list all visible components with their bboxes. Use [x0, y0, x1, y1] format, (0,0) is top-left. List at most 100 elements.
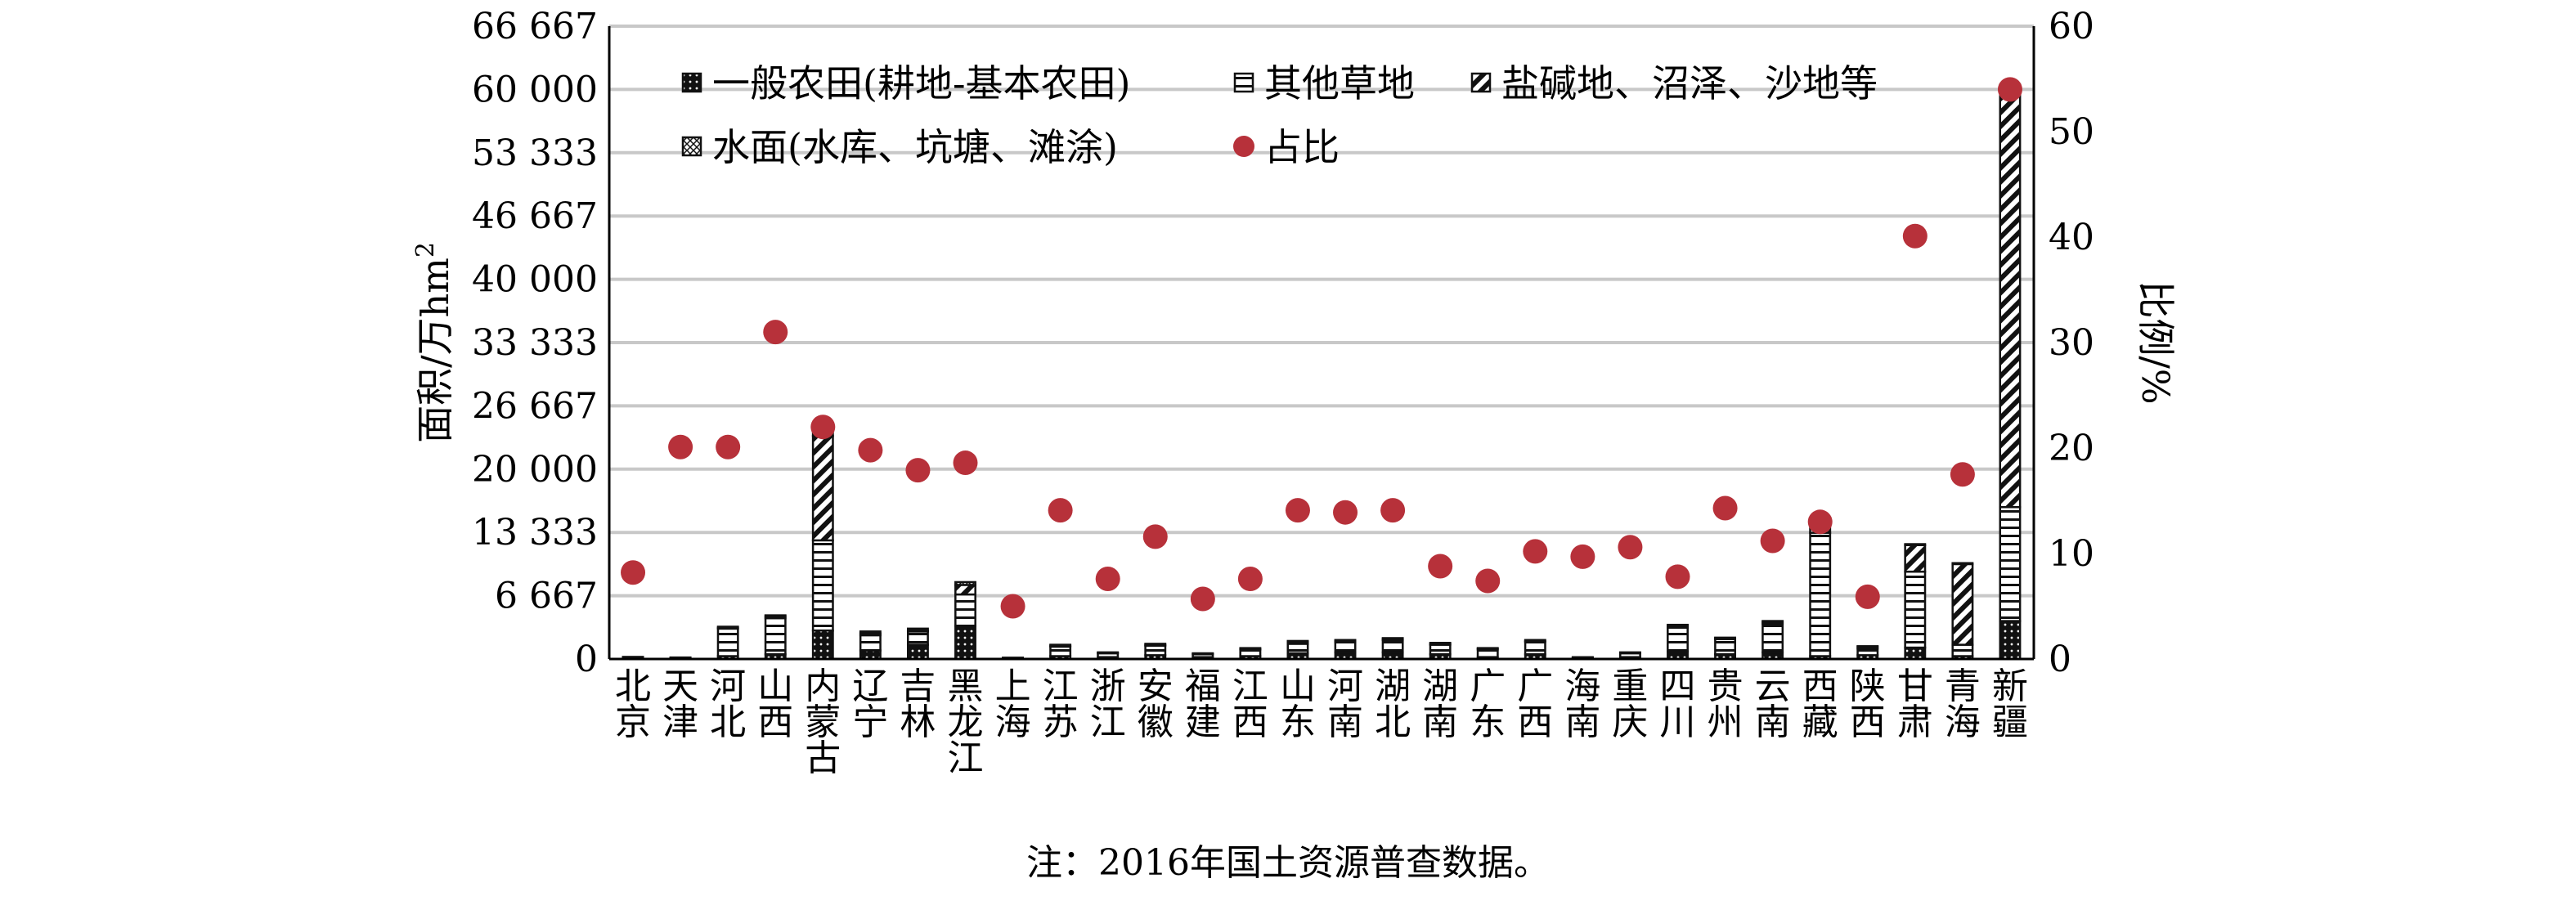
x-tick-label: 陕西: [1850, 666, 1886, 743]
bar-segment: [1953, 645, 1972, 657]
y-tick-label: 20 000: [472, 449, 598, 491]
ratio-point: [1143, 524, 1168, 549]
x-tick-label: 江苏: [1043, 666, 1079, 743]
x-tick-label: 湖南: [1422, 666, 1458, 743]
bar-segment: [1146, 643, 1165, 644]
bar-segment: [1430, 645, 1450, 655]
x-tick-label: 青海: [1945, 666, 1981, 743]
x-tick-label: 内蒙古: [805, 666, 841, 779]
bar-segment: [1193, 653, 1213, 654]
bar-segment: [813, 436, 832, 540]
ratio-point: [1761, 529, 1785, 554]
y-tick-label: 53 333: [472, 132, 598, 174]
bar-segment: [1905, 572, 1925, 648]
ratio-point: [1998, 77, 2022, 101]
y2-tick-label: 20: [2049, 428, 2094, 469]
x-tick-label: 河南: [1327, 666, 1363, 743]
bar-segment: [1146, 646, 1165, 656]
bar-segment: [908, 645, 927, 659]
x-tick-label: 海南: [1564, 666, 1600, 743]
legend-swatch: [1472, 74, 1490, 92]
bar-segment: [1905, 545, 1925, 572]
legend-swatch: [683, 137, 701, 155]
x-tick-label: 吉林: [900, 666, 936, 743]
bar-segment: [1288, 641, 1308, 642]
x-tick-label: 福建: [1185, 666, 1221, 743]
bar-segment: [1953, 564, 1972, 645]
bar-segment: [1288, 643, 1308, 653]
bar-segment: [955, 582, 975, 585]
ratio-point: [1903, 224, 1928, 249]
bar-segment: [2000, 507, 2020, 621]
ratio-point: [1808, 509, 1833, 534]
ratio-point: [1096, 567, 1120, 591]
x-tick-label: 江西: [1232, 666, 1268, 743]
bar-segment: [860, 635, 880, 651]
ratio-point: [1428, 554, 1452, 578]
bar-segment: [1383, 638, 1402, 639]
bars: [623, 85, 2020, 659]
y2-tick-label: 10: [2049, 533, 2094, 575]
y-tick-label: 26 667: [472, 385, 598, 427]
legend-label: 盐碱地、沼泽、沙地等: [1501, 61, 1878, 105]
ratio-point: [1713, 496, 1738, 521]
bar-segment: [1241, 648, 1260, 649]
legend-swatch: [1233, 136, 1254, 157]
ratio-point: [858, 438, 882, 463]
ratio-point: [621, 560, 645, 585]
y-tick-label: 6 667: [495, 576, 598, 617]
x-tick-label: 湖北: [1375, 666, 1411, 743]
y2-tick-label: 50: [2049, 111, 2094, 153]
ratio-point: [1475, 569, 1500, 594]
ratio-point: [1286, 498, 1310, 522]
legend-label: 其他草地: [1264, 61, 1415, 105]
bar-segment: [908, 631, 927, 644]
x-tick-label: 天津: [662, 666, 698, 743]
bar-segment: [955, 585, 975, 594]
ratio-point: [1523, 539, 1547, 563]
x-tick-label: 甘肃: [1897, 666, 1933, 743]
y-tick-label: 46 667: [472, 195, 598, 237]
bar-segment: [1858, 646, 1878, 647]
bar-segment: [1762, 621, 1782, 622]
ratio-point: [1570, 545, 1595, 569]
x-tick-label: 上海: [995, 666, 1031, 743]
bar-segment: [718, 629, 738, 657]
x-tick-label: 辽宁: [852, 666, 888, 743]
bar-segment: [1525, 642, 1545, 654]
bar-segment: [2000, 89, 2020, 507]
legend-label: 一般农田(耕地-基本农田): [712, 61, 1130, 105]
bar-segment: [813, 540, 832, 630]
y2-tick-label: 60: [2049, 6, 2094, 47]
chart-note: 注：2016年国土资源普查数据。: [1026, 842, 1550, 884]
x-tick-label: 山东: [1280, 666, 1316, 743]
bar-segment: [1525, 640, 1545, 641]
ratio-point: [1333, 500, 1358, 525]
bar-segment: [718, 627, 738, 628]
ratio-point: [668, 435, 693, 459]
x-tick-label: 重庆: [1612, 666, 1648, 743]
ratio-point: [1191, 586, 1215, 611]
y-tick-label: 33 333: [472, 322, 598, 364]
x-tick-label: 北京: [615, 666, 651, 743]
bar-segment: [1050, 645, 1070, 646]
bar-segment: [908, 629, 927, 630]
y2-axis-title: 比例/%: [2134, 280, 2178, 404]
bar-segment: [860, 631, 880, 633]
y-tick-label: 40 000: [472, 259, 598, 301]
ratio-point: [1950, 462, 1975, 486]
y2-tick-label: 30: [2049, 322, 2094, 364]
ratio-point: [1048, 498, 1073, 522]
x-tick-label: 云南: [1755, 666, 1791, 743]
legend-label: 占比: [1264, 125, 1340, 169]
bar-segment: [1478, 649, 1497, 657]
x-tick-label: 广西: [1517, 666, 1553, 743]
x-tick-label: 新疆: [1992, 666, 2028, 743]
y-tick-label: 66 667: [472, 6, 598, 47]
ratio-point: [1666, 564, 1690, 589]
bar-segment: [1715, 639, 1735, 655]
y-tick-label: 13 333: [472, 512, 598, 554]
bar-segment: [1335, 642, 1355, 652]
